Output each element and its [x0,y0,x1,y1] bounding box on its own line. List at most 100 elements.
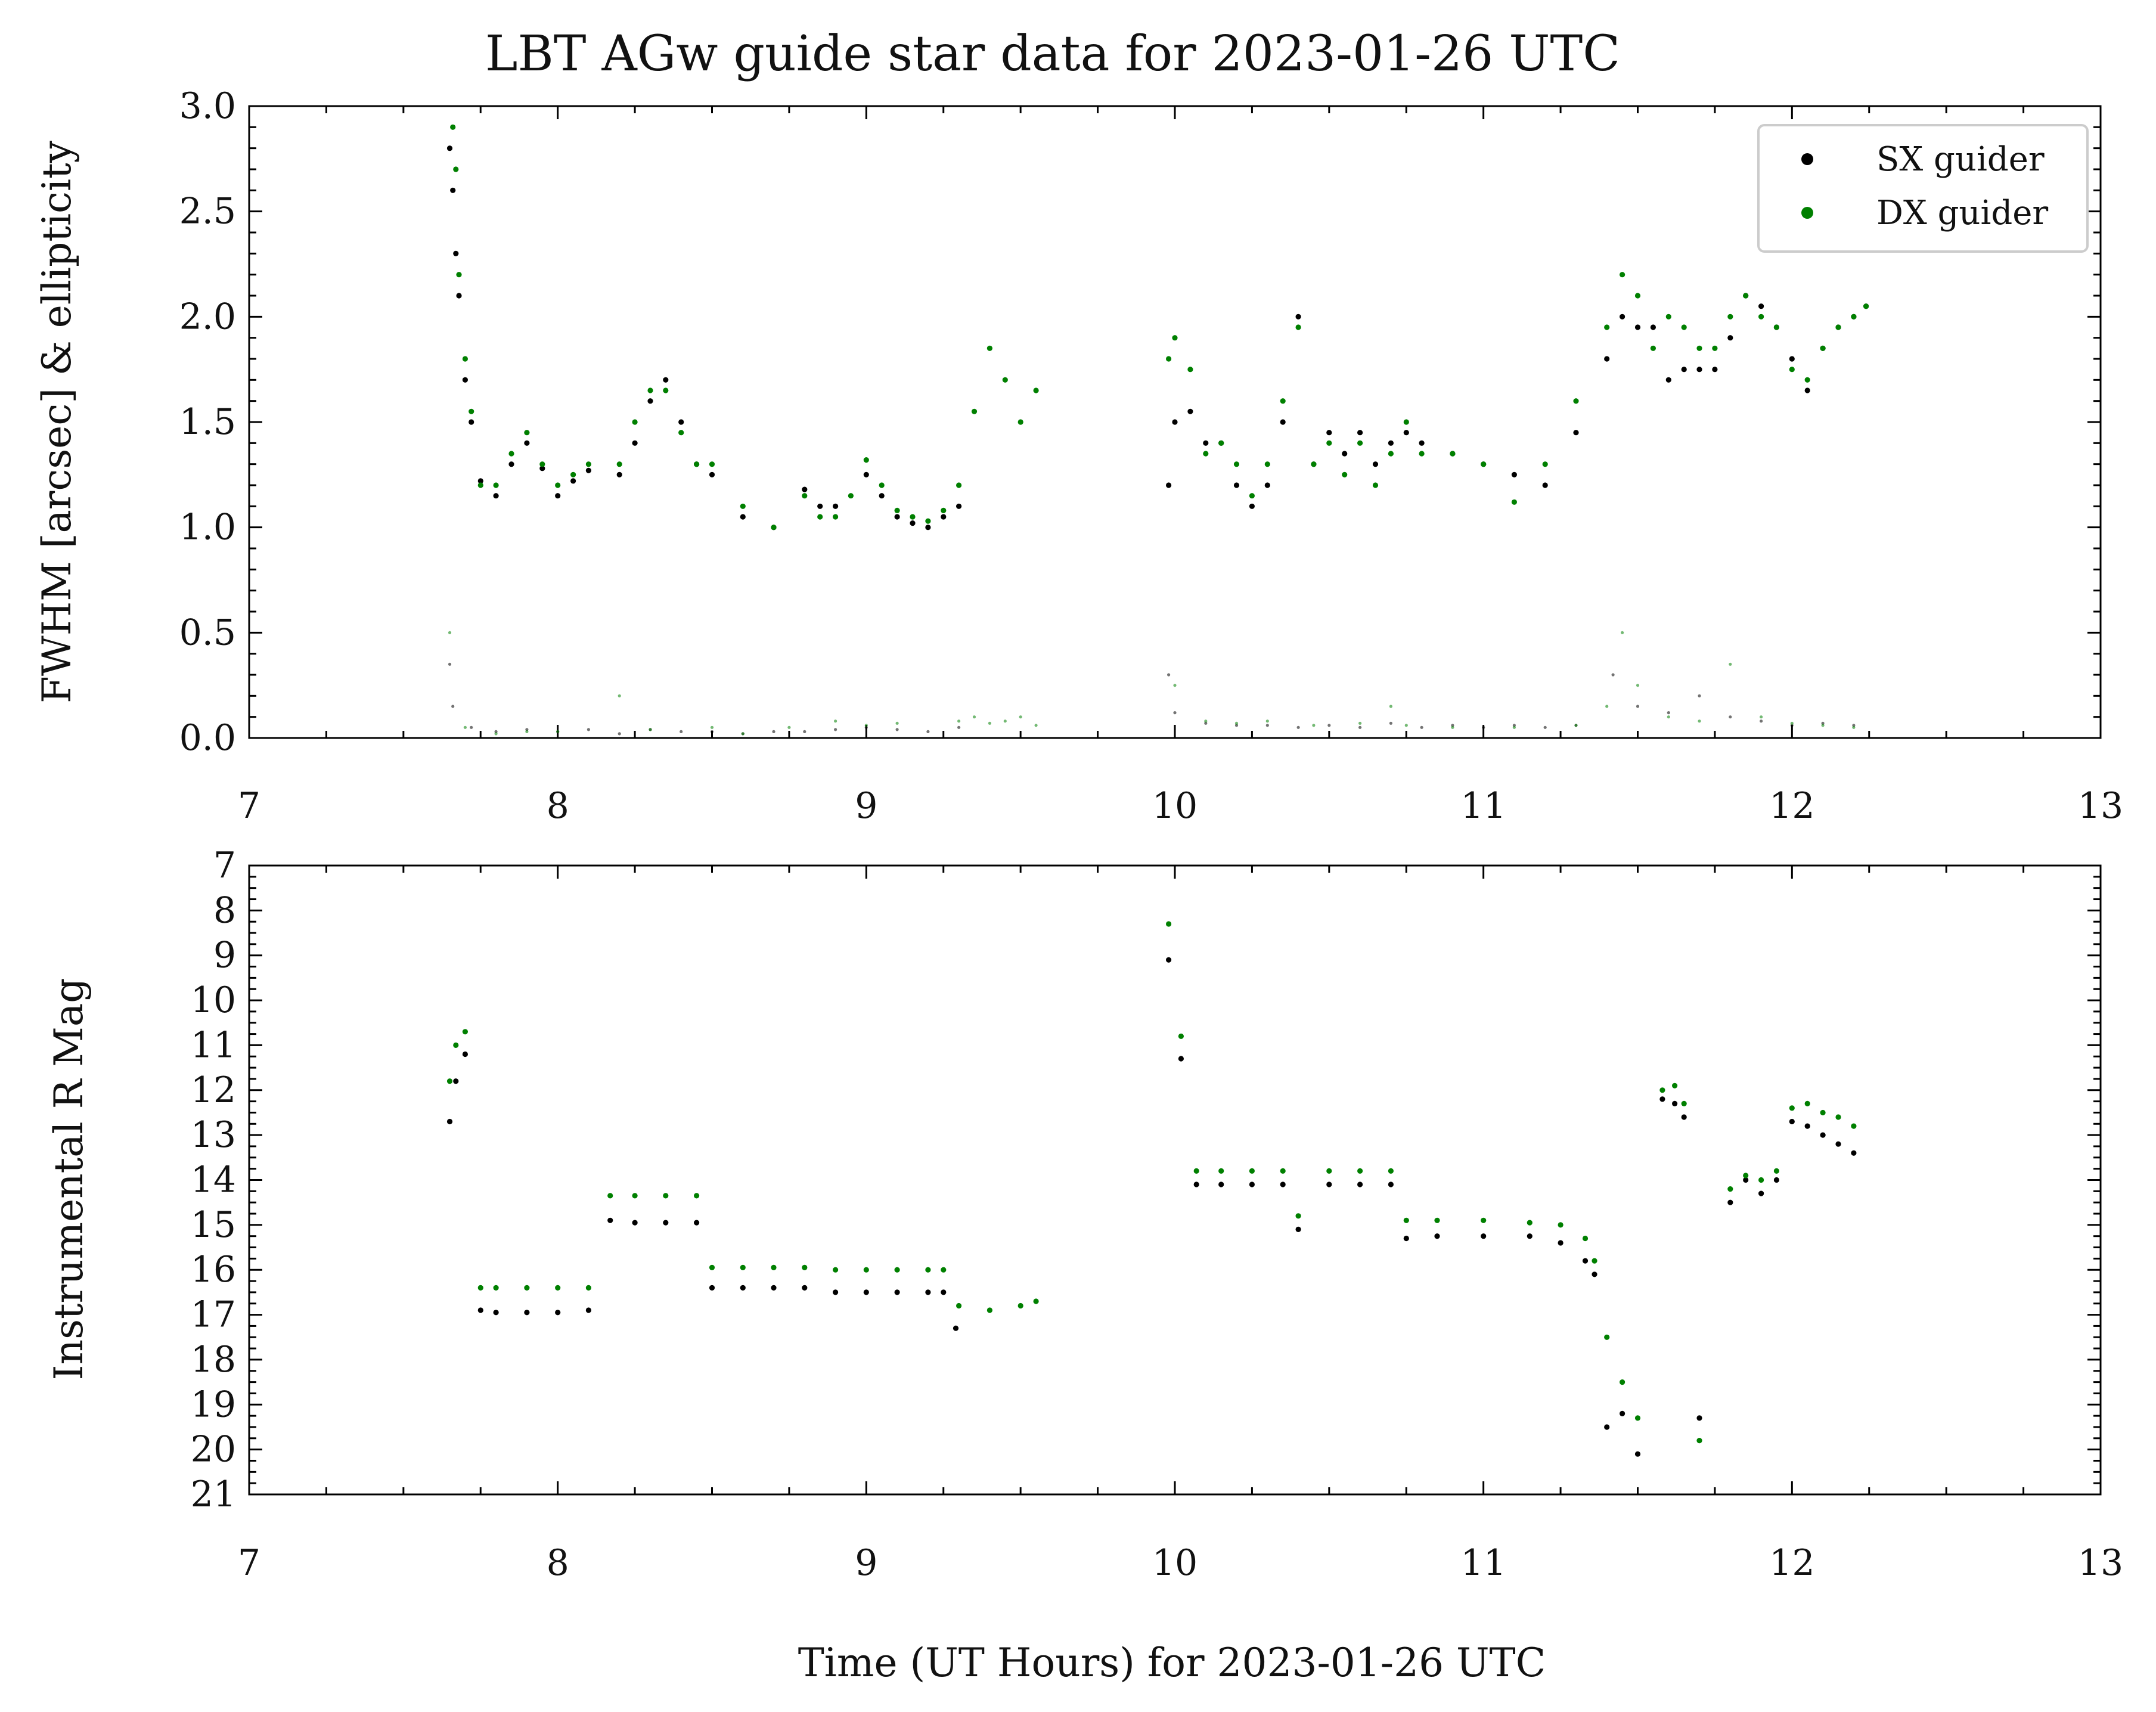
data-point-sx-guider [740,1285,746,1291]
data-point-sx-guider [1357,1181,1363,1187]
legend-label-dx: DX guider [1876,194,2048,232]
data-point-dx-guider-ellipticity [1821,724,1825,727]
data-point-dx-guider [1820,345,1826,351]
y-tick-label: 14 [191,1159,236,1201]
y-tick-label: 2.0 [179,296,236,337]
data-point-sx-guider [1264,482,1270,488]
data-point-dx-guider-ellipticity [1636,684,1640,687]
data-point-sx-guider [802,486,808,492]
data-point-sx-guider [1388,440,1394,446]
data-point-dx-guider [1233,461,1240,467]
data-point-sx-guider [1773,1177,1779,1183]
data-point-dx-guider [1604,1334,1610,1340]
data-point-dx-guider [1758,1177,1764,1183]
data-point-dx-guider [539,461,545,467]
data-point-dx-guider [1696,1438,1702,1444]
data-point-dx-guider [1773,324,1779,330]
data-point-dx-guider [1789,1105,1795,1111]
data-point-dx-guider [694,461,700,467]
data-point-dx-guider-ellipticity [710,725,714,729]
x-tick-label: 12 [1769,785,1814,827]
data-point-dx-guider [802,1264,808,1270]
data-point-dx-guider [1187,367,1193,373]
data-point-dx-guider [771,525,777,531]
data-point-dx-guider [1033,1298,1039,1304]
y-tick-label: 3.0 [179,85,236,127]
data-point-sx-guider [1481,1233,1487,1239]
data-point-sx-guider-ellipticity [1611,673,1615,677]
data-point-dx-guider [1592,1258,1597,1264]
y-tick-label: 21 [191,1474,236,1515]
legend-marker-sx [1801,153,1813,165]
points-bottom [446,921,1857,1457]
data-point-dx-guider [709,1264,715,1270]
data-point-sx-guider [740,514,746,520]
data-point-dx-guider [1311,461,1317,467]
data-point-dx-guider [879,482,885,488]
data-point-dx-guider [1017,419,1023,425]
data-point-dx-guider [833,514,839,520]
data-point-dx-guider [1758,314,1764,320]
data-point-dx-guider [941,1267,947,1273]
data-point-dx-guider-ellipticity [1265,719,1269,723]
data-point-sx-guider [1166,957,1172,963]
data-point-dx-guider [1419,451,1425,457]
y-tick-label: 18 [191,1339,236,1381]
data-point-sx-guider [1835,1141,1841,1147]
legend-marker-dx [1801,207,1813,219]
data-point-dx-guider-ellipticity [1698,719,1701,723]
data-point-sx-guider [894,1289,900,1295]
data-point-sx-guider [1172,419,1178,425]
data-point-dx-guider [1851,1123,1857,1129]
data-point-sx-guider [925,525,931,531]
data-point-sx-guider-ellipticity [895,728,899,731]
data-point-dx-guider [1582,1235,1589,1242]
data-point-dx-guider [1573,398,1579,404]
legend-box [1757,124,2089,253]
data-point-dx-guider-ellipticity [1389,705,1392,708]
data-point-sx-guider [462,377,469,383]
data-point-sx-guider [1851,1150,1857,1156]
x-tick-label: 9 [855,785,877,827]
data-point-dx-guider [453,1042,459,1048]
data-point-sx-guider [1280,419,1286,425]
data-point-dx-guider [632,1193,638,1199]
data-point-sx-guider [524,440,530,446]
data-point-dx-guider [469,408,474,414]
data-point-dx-guider [493,482,499,488]
data-point-dx-guider-ellipticity [972,715,976,719]
data-point-dx-guider [456,272,462,278]
data-point-sx-guider [493,1310,499,1316]
x-tick-label: 10 [1152,1542,1198,1584]
data-point-sx-guider-ellipticity [1667,711,1670,715]
data-point-dx-guider [1295,324,1301,330]
data-point-dx-guider [817,514,823,520]
y-tick-label: 15 [191,1204,236,1246]
y-tick-label: 9 [213,935,236,976]
y-tick-label: 11 [191,1024,236,1066]
data-point-dx-guider [1326,1168,1332,1174]
data-point-sx-guider [1758,303,1764,309]
data-point-dx-guider [1388,1168,1394,1174]
ylabel-top: FWHM [arcsec] & ellipticity [34,140,80,703]
data-point-sx-guider-ellipticity [1482,725,1485,729]
data-point-dx-guider [446,1078,453,1084]
data-point-dx-guider [450,124,456,130]
data-point-dx-guider [1342,472,1348,477]
data-point-dx-guider [941,507,947,514]
data-point-sx-guider [1218,1181,1224,1187]
data-point-dx-guider [1620,272,1625,278]
data-point-sx-guider [771,1285,777,1291]
data-point-sx-guider-ellipticity [772,730,775,733]
data-point-dx-guider [925,518,931,524]
data-point-dx-guider-ellipticity [1234,721,1239,725]
data-point-dx-guider [1665,314,1671,320]
data-point-sx-guider [678,419,684,425]
data-point-dx-guider [1634,293,1641,299]
data-point-sx-guider [941,1289,947,1295]
data-point-dx-guider [894,1267,900,1273]
data-point-dx-guider [1558,1222,1564,1228]
data-point-dx-guider [570,472,576,477]
data-point-sx-guider-ellipticity [680,730,683,733]
data-point-dx-guider-ellipticity [1204,719,1208,723]
